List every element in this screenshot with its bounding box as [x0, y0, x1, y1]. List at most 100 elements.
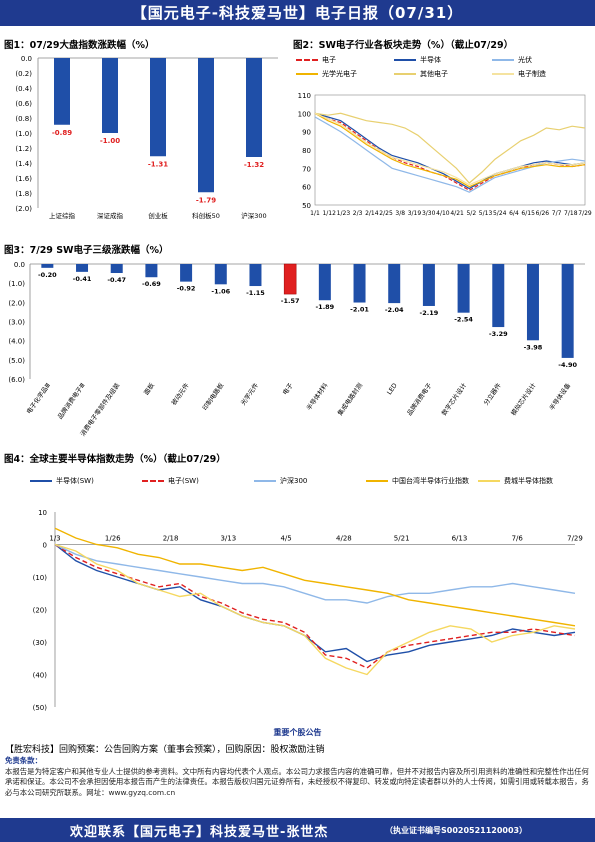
legend-label: 费城半导体指数	[504, 477, 553, 485]
fig2-xtick: 6/26	[536, 210, 550, 217]
fig4-series-line	[54, 543, 576, 669]
fig1-data-label: -1.32	[244, 161, 264, 169]
fig3-ytick: (6.0)	[8, 376, 25, 384]
fig4-ytick: 10	[38, 509, 47, 517]
fig3-ytick: 0.0	[14, 261, 25, 269]
report-title: 【国元电子-科技爱马世】电子日报（07/31）	[131, 4, 464, 22]
fig2-xtick: 3/19	[408, 210, 422, 217]
fig3-data-label: -3.98	[524, 343, 543, 351]
fig2-ytick: 100	[298, 110, 311, 118]
legend-label: 光伏	[518, 56, 532, 64]
fig3-xtick: 半导体设备	[547, 380, 573, 412]
fig2-ytick: 90	[302, 129, 311, 137]
fig3-data-label: -1.57	[281, 297, 300, 305]
fig3-data-label: -0.47	[107, 276, 126, 284]
fig3-bar	[145, 264, 158, 278]
legend-item: 半导体(SW)	[30, 476, 94, 486]
fig2-series-line	[314, 112, 586, 186]
fig4-xtick: 7/29	[567, 535, 583, 543]
fig3-xtick: 半导体材料	[304, 380, 330, 412]
disclaimer: 免责条款： 本报告是为特定客户和其他专业人士提供的参考资料。文中所有内容均代表个…	[5, 756, 590, 798]
fig2-xtick: 4/10	[436, 210, 450, 217]
fig2-xtick: 2/3	[353, 210, 363, 217]
fig4-series-line	[54, 543, 576, 676]
fig1-bar	[102, 58, 118, 133]
fig1-bar	[198, 58, 214, 193]
fig3-bar	[318, 264, 331, 301]
fig4-legend: 半导体(SW) 电子(SW) 沪深300 中国台湾半导体行业指数 费城半导体指数	[30, 476, 590, 490]
legend-label: 电子	[322, 56, 336, 64]
fig3-heading: 图3：7/29 SW电子三级涨跌幅（%）	[4, 245, 169, 256]
fig3-ytick: (5.0)	[8, 357, 25, 365]
legend-swatch	[142, 480, 164, 482]
fig1-xtick: 上证综指	[49, 211, 76, 220]
fig2-series-line	[314, 112, 586, 184]
notice-title[interactable]: 重要个股公告	[273, 728, 322, 737]
fig4-xtick: 4/28	[336, 535, 352, 543]
legend-item: 中国台湾半导体行业指数	[366, 476, 469, 486]
fig2-xtick: 6/15	[521, 210, 535, 217]
fig4-chart: 10 0 (10) (20) (30) (40) (50) 1/3 1/26 2/18 3/13 4/…	[33, 509, 583, 712]
fig1-ytick: (1.6)	[15, 175, 32, 183]
legend-swatch	[366, 480, 388, 482]
fig2-xtick: 6/4	[509, 210, 519, 217]
fig1-data-label: -0.89	[52, 129, 72, 137]
fig3-bar	[110, 264, 123, 274]
fig1-ytick: (1.0)	[15, 130, 32, 138]
fig3-ytick: (2.0)	[8, 299, 25, 307]
fig3-bar	[457, 264, 470, 313]
fig2-series-line	[314, 112, 586, 188]
fig2-legend: 电子 半导体 光伏光学光电子 其他电子 电子制造	[296, 55, 591, 85]
fig3-data-label: -0.69	[142, 280, 161, 288]
fig1-heading: 图1：07/29大盘指数涨跌幅（%）	[4, 40, 155, 51]
fig3-xtick: 面板	[141, 380, 156, 396]
fig3-data-label: -1.06	[211, 287, 230, 295]
legend-label: 半导体	[420, 56, 441, 64]
fig3-xtick: LED	[386, 382, 399, 396]
fig2-series-line	[314, 116, 586, 193]
fig1-ytick: (0.2)	[15, 70, 32, 78]
legend-item: 光学光电子	[296, 69, 357, 79]
fig3-data-label: -1.15	[246, 289, 265, 297]
fig3-xtick: 集成电路封测	[335, 381, 364, 417]
legend-swatch	[394, 73, 416, 75]
fig4-xtick: 1/26	[105, 535, 121, 543]
fig1-xtick: 深证成指	[97, 211, 124, 220]
fig1-bar	[246, 58, 262, 157]
fig1-data-label: -1.79	[196, 196, 216, 204]
fig3-data-label: -3.29	[489, 330, 508, 338]
fig3-bar	[76, 264, 89, 272]
report-title-bar: 【国元电子-科技爱马世】电子日报（07/31）	[0, 0, 595, 26]
contact-bar: 欢迎联系【国元电子】科技爱马世-张世杰 （执业证书编号S002052112000…	[0, 818, 595, 842]
fig3-chart: 0.0 (1.0) (2.0) (3.0) (4.0) (5.0) (6.0) -0.20 电子…	[8, 261, 585, 438]
fig3-xtick: 被动元件	[169, 381, 191, 407]
legend-swatch	[296, 59, 318, 61]
legend-item: 其他电子	[394, 69, 448, 79]
fig3-data-label: -2.19	[420, 309, 439, 317]
fig3-bar	[214, 264, 227, 285]
fig2-ytick: 60	[302, 184, 311, 192]
fig4-heading: 图4：全球主要半导体指数走势（%）（截止07/29）	[4, 454, 226, 465]
fig3-data-label: -4.90	[558, 361, 577, 369]
disclaimer-body: 本报告是为特定客户和其他专业人士提供的参考资料。文中所有内容均代表个人观点。本公…	[5, 766, 589, 797]
fig4-xtick: 4/5	[280, 535, 291, 543]
fig2-xtick: 3/8	[395, 210, 405, 217]
fig2-xtick: 7/7	[552, 210, 562, 217]
legend-item: 沪深300	[254, 476, 307, 486]
legend-label: 沪深300	[280, 477, 308, 485]
legend-item: 电子	[296, 55, 336, 65]
fig2-xtick: 2/25	[379, 210, 393, 217]
fig3-bar	[388, 264, 401, 304]
fig2-series-line	[314, 112, 586, 191]
fig3-data-label: -2.04	[385, 306, 404, 314]
fig3-xtick: 品牌消费电子Ⅲ	[55, 381, 87, 421]
fig1-ytick: (0.8)	[15, 115, 32, 123]
legend-item: 光伏	[492, 55, 532, 65]
fig2-plot-frame	[314, 94, 586, 206]
contact-cert: （执业证书编号S0020521120003）	[385, 826, 528, 835]
legend-swatch	[30, 480, 52, 482]
legend-item: 电子制造	[492, 69, 546, 79]
fig2-xtick: 2/14	[365, 210, 379, 217]
legend-label: 半导体(SW)	[56, 477, 94, 485]
legend-swatch	[254, 480, 276, 482]
